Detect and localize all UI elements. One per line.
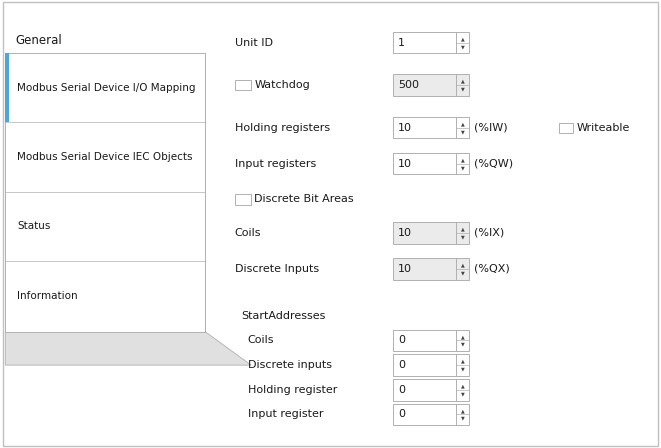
Text: 500: 500: [398, 80, 419, 90]
Text: (%QW): (%QW): [474, 159, 513, 168]
FancyBboxPatch shape: [5, 53, 9, 122]
Text: ▲: ▲: [461, 121, 465, 126]
Text: Coils: Coils: [235, 228, 261, 238]
FancyBboxPatch shape: [235, 194, 251, 205]
Text: ▲: ▲: [461, 227, 465, 232]
FancyBboxPatch shape: [559, 123, 573, 133]
Text: Discrete Bit Areas: Discrete Bit Areas: [254, 194, 354, 204]
Text: Writeable: Writeable: [577, 123, 631, 133]
Text: ▼: ▼: [461, 165, 465, 170]
Text: ▼: ▼: [461, 270, 465, 275]
FancyBboxPatch shape: [393, 258, 469, 280]
Text: 10: 10: [398, 159, 412, 168]
Text: 0: 0: [398, 385, 405, 395]
Text: ▼: ▼: [461, 416, 465, 421]
FancyBboxPatch shape: [393, 330, 469, 351]
Text: Input register: Input register: [248, 409, 323, 419]
Text: ▲: ▲: [461, 408, 465, 413]
Text: Unit ID: Unit ID: [235, 38, 272, 47]
FancyBboxPatch shape: [393, 222, 469, 244]
Text: 0: 0: [398, 360, 405, 370]
Text: ▼: ▼: [461, 234, 465, 239]
Text: Watchdog: Watchdog: [254, 80, 310, 90]
FancyBboxPatch shape: [393, 153, 469, 174]
Text: ▲: ▲: [461, 359, 465, 364]
Text: ▼: ▼: [461, 129, 465, 134]
Text: 0: 0: [398, 409, 405, 419]
Text: ▼: ▼: [461, 391, 465, 396]
Text: ▲: ▲: [461, 263, 465, 267]
FancyBboxPatch shape: [393, 354, 469, 376]
Text: (%IW): (%IW): [474, 123, 508, 133]
FancyBboxPatch shape: [393, 379, 469, 401]
FancyBboxPatch shape: [393, 32, 469, 53]
Text: Holding register: Holding register: [248, 385, 337, 395]
Text: Discrete Inputs: Discrete Inputs: [235, 264, 319, 274]
Text: ▲: ▲: [461, 383, 465, 388]
Text: Holding registers: Holding registers: [235, 123, 330, 133]
Text: ▲: ▲: [461, 36, 465, 41]
Text: StartAddresses: StartAddresses: [241, 311, 326, 321]
Text: ▲: ▲: [461, 157, 465, 162]
FancyBboxPatch shape: [393, 74, 469, 96]
Text: 0: 0: [398, 336, 405, 345]
Text: Information: Information: [17, 291, 78, 301]
Text: ▼: ▼: [461, 342, 465, 347]
Text: 1: 1: [398, 38, 405, 47]
Text: ▼: ▼: [461, 86, 465, 91]
FancyBboxPatch shape: [3, 2, 658, 446]
Text: ▲: ▲: [461, 334, 465, 339]
FancyBboxPatch shape: [5, 53, 205, 332]
Text: Coils: Coils: [248, 336, 274, 345]
Text: Status: Status: [17, 221, 50, 232]
Text: (%QX): (%QX): [474, 264, 510, 274]
FancyBboxPatch shape: [235, 80, 251, 90]
Polygon shape: [5, 332, 251, 365]
FancyBboxPatch shape: [393, 117, 469, 138]
Text: Input registers: Input registers: [235, 159, 316, 168]
Text: ▲: ▲: [461, 79, 465, 84]
Text: 10: 10: [398, 264, 412, 274]
Text: 10: 10: [398, 123, 412, 133]
Text: ▼: ▼: [461, 366, 465, 371]
Text: Modbus Serial Device I/O Mapping: Modbus Serial Device I/O Mapping: [17, 82, 196, 93]
Text: Modbus Serial Device IEC Objects: Modbus Serial Device IEC Objects: [17, 152, 193, 162]
Text: 10: 10: [398, 228, 412, 238]
Text: General: General: [15, 34, 62, 47]
Text: Discrete inputs: Discrete inputs: [248, 360, 332, 370]
Text: (%IX): (%IX): [474, 228, 504, 238]
FancyBboxPatch shape: [393, 404, 469, 425]
Text: ▼: ▼: [461, 44, 465, 49]
